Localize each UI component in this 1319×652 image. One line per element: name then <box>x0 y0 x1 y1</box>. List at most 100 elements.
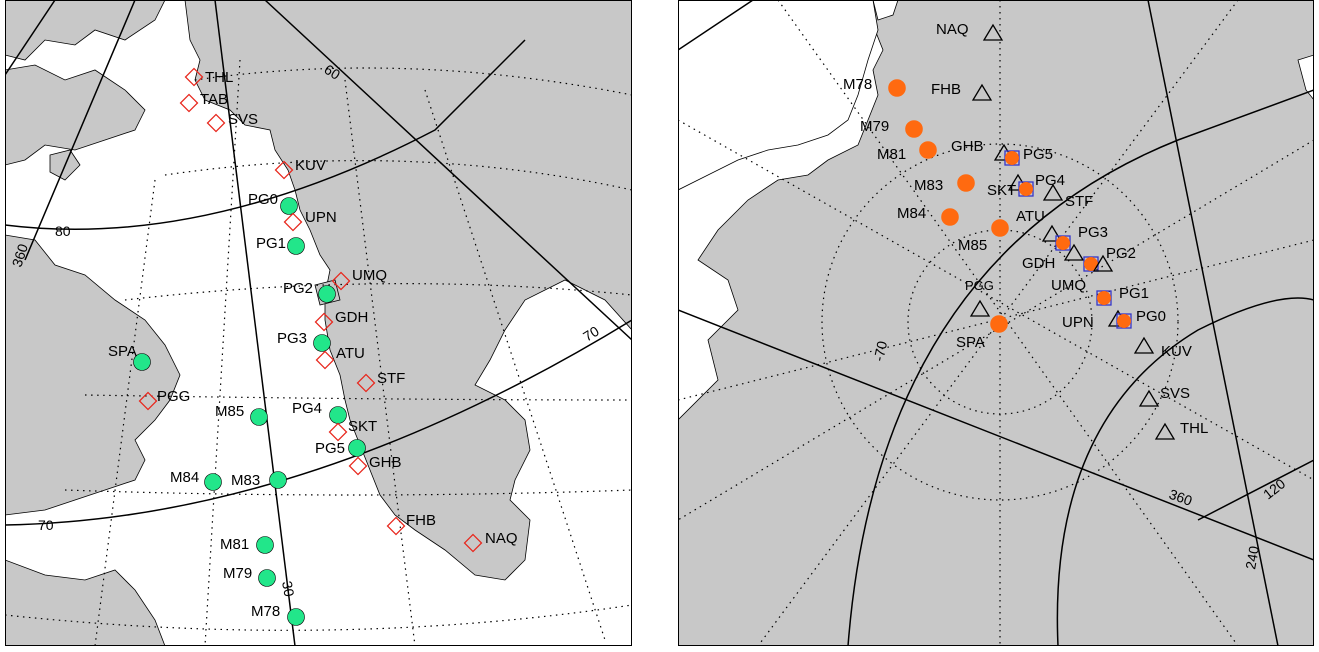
map-right-canvas: -70 360 120 240 NAQ M78 FHB M79 GHB M81 <box>678 0 1314 646</box>
station-marker-M84 <box>204 473 222 491</box>
station-marker-NAQ <box>982 23 1004 41</box>
station-label-SKT: SKT <box>987 182 1016 199</box>
station-marker-PG0 <box>1117 314 1131 328</box>
station-label-UMQ: UMQ <box>1051 277 1086 294</box>
station-marker-SKT <box>328 422 348 442</box>
station-marker-PG1 <box>287 237 305 255</box>
northwest-island <box>5 0 166 61</box>
grid-label-360: 360 <box>1167 486 1195 509</box>
stations-left: THL TAB SVS KUV PG0 UPN PG1 UMQ PG2 <box>108 67 518 626</box>
station-label-M85: M85 <box>215 403 244 420</box>
station-marker-ATU <box>1041 224 1063 242</box>
station-label-SKT: SKT <box>348 418 377 435</box>
station-marker-PG2 <box>318 285 336 303</box>
station-marker-KUV <box>1133 336 1155 354</box>
stations-right: NAQ M78 FHB M79 GHB M81 PG5 M83 S <box>843 21 1208 440</box>
station-label-M78: M78 <box>251 603 280 620</box>
grid-label-360: 360 <box>9 242 32 269</box>
station-label-PGG: PGG <box>965 278 994 293</box>
station-marker-FHB <box>971 83 993 101</box>
station-marker-PGG <box>969 299 991 317</box>
baffin-island <box>5 234 181 516</box>
station-marker-ATU <box>315 350 335 370</box>
station-marker-M78 <box>888 79 906 97</box>
station-label-M83: M83 <box>231 472 260 489</box>
station-label-M81: M81 <box>877 146 906 163</box>
grid-label-70-left: 70 <box>38 517 54 533</box>
station-marker-PG1 <box>1097 291 1111 305</box>
station-label-NAQ: NAQ <box>485 530 518 547</box>
station-marker-PG2 <box>1084 257 1098 271</box>
station-label-M83: M83 <box>914 177 943 194</box>
grid-label-30: 30 <box>279 580 297 598</box>
grid-label-240: 240 <box>1242 545 1262 571</box>
map-left: 60 80 360 70 70 30 THL TAB SVS KUV PG0 <box>5 0 632 646</box>
station-marker-SPA <box>133 353 151 371</box>
station-label-M85: M85 <box>958 237 987 254</box>
station-marker-PG4 <box>329 406 347 424</box>
land-left <box>5 0 632 646</box>
station-label-PG4: PG4 <box>292 400 322 417</box>
coast-notch-1 <box>872 0 899 21</box>
station-marker-PG5 <box>1005 151 1019 165</box>
magnetic-lines-left <box>5 0 632 646</box>
station-label-STF: STF <box>1065 193 1093 210</box>
station-label-FHB: FHB <box>931 81 961 98</box>
station-label-TAB: TAB <box>200 91 228 108</box>
labrador-coast <box>5 559 166 646</box>
station-label-PG3: PG3 <box>277 330 307 347</box>
grid-label-neg70: -70 <box>870 339 890 362</box>
station-marker-KUV <box>274 160 294 180</box>
station-marker-SPA <box>990 315 1008 333</box>
coast-notch-2 <box>678 0 879 191</box>
station-label-THL: THL <box>1180 420 1208 437</box>
coast-notch-3 <box>1297 54 1314 101</box>
station-marker-M83 <box>957 174 975 192</box>
station-label-FHB: FHB <box>406 512 436 529</box>
station-marker-SVS <box>1138 389 1160 407</box>
station-label-M81: M81 <box>220 536 249 553</box>
station-marker-PG3 <box>313 334 331 352</box>
station-marker-M79 <box>258 569 276 587</box>
station-label-PG0: PG0 <box>1136 308 1166 325</box>
station-marker-M85 <box>991 219 1009 237</box>
station-marker-STF <box>1042 183 1064 201</box>
station-marker-GDH <box>1063 243 1085 261</box>
station-label-PG3: PG3 <box>1078 224 1108 241</box>
grid-labels-left: 60 80 360 70 70 30 <box>9 61 602 598</box>
station-label-PG1: PG1 <box>256 235 286 252</box>
station-marker-UMQ <box>331 271 351 291</box>
station-marker-GDH <box>314 312 334 332</box>
station-label-GDH: GDH <box>335 309 368 326</box>
magnetic-lines-right <box>678 0 1314 646</box>
map-right: -70 360 120 240 NAQ M78 FHB M79 GHB M81 <box>678 0 1314 646</box>
grid-label-80: 80 <box>55 223 71 239</box>
station-marker-THL <box>1154 422 1176 440</box>
station-marker-M78 <box>287 608 305 626</box>
station-label-M79: M79 <box>860 118 889 135</box>
greenland-landmass <box>184 0 632 581</box>
station-marker-PG0 <box>280 197 298 215</box>
station-label-UMQ: UMQ <box>352 267 387 284</box>
station-marker-FHB <box>386 516 406 536</box>
station-marker-SVS <box>206 113 226 133</box>
station-marker-PG4 <box>1019 182 1033 196</box>
map-left-canvas: 60 80 360 70 70 30 THL TAB SVS KUV PG0 <box>5 0 632 646</box>
station-label-M78: M78 <box>843 76 872 93</box>
station-marker-TAB <box>179 93 199 113</box>
station-marker-UMQ <box>1092 254 1114 272</box>
station-marker-M85 <box>250 408 268 426</box>
station-marker-PG3 <box>1056 236 1070 250</box>
station-marker-PGG <box>138 391 158 411</box>
station-label-PG2: PG2 <box>1106 245 1136 262</box>
station-marker-M84 <box>941 208 959 226</box>
station-marker-M81 <box>919 141 937 159</box>
grid-label-70-right: 70 <box>580 323 602 345</box>
station-label-SPA: SPA <box>956 334 985 351</box>
station-marker-THL <box>184 67 204 87</box>
station-marker-UPN <box>283 212 303 232</box>
station-marker-PG5 <box>348 439 366 457</box>
station-label-SPA: SPA <box>108 343 137 360</box>
station-label-GHB: GHB <box>369 454 402 471</box>
station-label-UPN: UPN <box>305 209 337 226</box>
